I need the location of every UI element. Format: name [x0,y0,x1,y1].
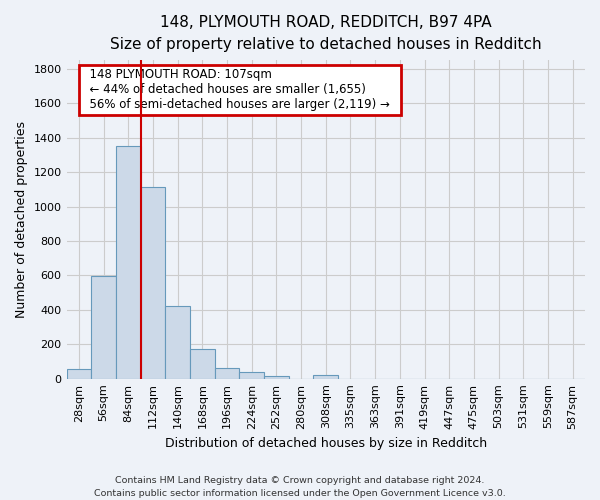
Bar [91,276,116,378]
Bar [190,350,215,378]
Y-axis label: Number of detached properties: Number of detached properties [15,121,28,318]
Text: Contains HM Land Registry data © Crown copyright and database right 2024.
Contai: Contains HM Land Registry data © Crown c… [94,476,506,498]
Bar [140,187,165,378]
Bar [165,306,190,378]
Bar [239,372,264,378]
Bar [215,368,239,378]
Title: 148, PLYMOUTH ROAD, REDDITCH, B97 4PA
Size of property relative to detached hous: 148, PLYMOUTH ROAD, REDDITCH, B97 4PA Si… [110,15,542,52]
Bar [313,375,338,378]
X-axis label: Distribution of detached houses by size in Redditch: Distribution of detached houses by size … [165,437,487,450]
Bar [67,369,91,378]
Bar [116,146,140,378]
Text: 148 PLYMOUTH ROAD: 107sqm  
  ← 44% of detached houses are smaller (1,655)  
  5: 148 PLYMOUTH ROAD: 107sqm ← 44% of detac… [82,68,397,112]
Bar [264,376,289,378]
